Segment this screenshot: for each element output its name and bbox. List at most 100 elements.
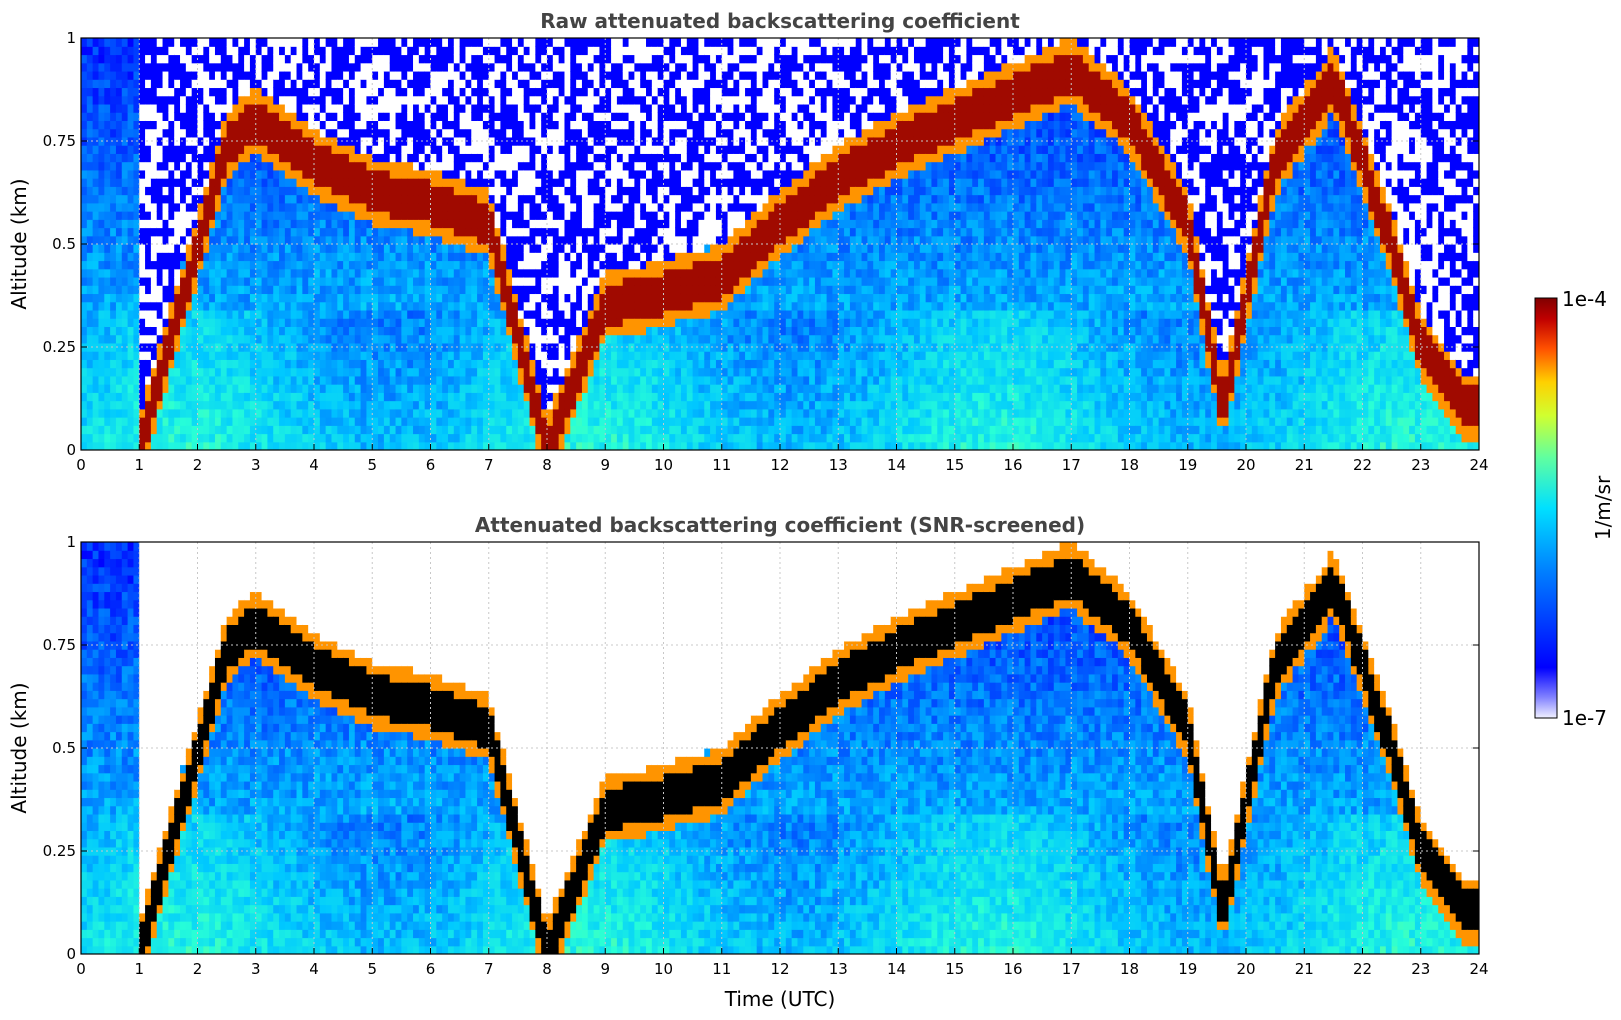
heatmap-cell <box>634 425 641 435</box>
heatmap-cell <box>81 153 88 163</box>
heatmap-cell <box>308 309 315 319</box>
heatmap-cell <box>325 219 333 229</box>
heatmap-cell <box>657 293 665 303</box>
heatmap-cell <box>372 252 379 262</box>
heatmap-cell <box>517 244 525 253</box>
heatmap-cell <box>354 227 362 237</box>
heatmap-cell <box>570 367 577 377</box>
heatmap-cell <box>459 244 467 253</box>
heatmap-cell <box>115 219 123 229</box>
heatmap-cell <box>302 441 309 450</box>
heatmap-cell <box>314 441 321 450</box>
heatmap-cell <box>209 309 216 319</box>
heatmap-cell <box>471 128 478 138</box>
heatmap-cell <box>372 285 379 295</box>
heatmap-cell <box>512 70 519 80</box>
heatmap-cell <box>477 276 484 286</box>
heatmap-cell <box>459 227 467 237</box>
heatmap-cell <box>401 351 408 360</box>
heatmap-cell <box>284 309 292 319</box>
heatmap-cell <box>308 145 315 154</box>
heatmap-cell <box>133 169 140 179</box>
heatmap-cell <box>529 285 536 295</box>
heatmap-cell <box>98 128 105 138</box>
heatmap-cell <box>314 375 321 385</box>
heatmap-cell <box>121 87 129 97</box>
heatmap-cell <box>558 244 566 253</box>
heatmap-cell <box>401 120 408 130</box>
heatmap-cell <box>279 433 286 443</box>
heatmap-cell <box>477 359 484 369</box>
heatmap-cell <box>244 309 251 319</box>
heatmap-cell <box>110 169 117 179</box>
heatmap-cell <box>92 194 100 204</box>
heatmap-cell <box>290 153 298 163</box>
heatmap-cell <box>634 103 641 113</box>
heatmap-cell <box>308 227 315 237</box>
heatmap-cell <box>395 87 402 97</box>
heatmap-cell <box>127 211 135 220</box>
heatmap-cell <box>290 400 298 410</box>
heatmap-cell <box>646 384 653 393</box>
heatmap-cell <box>284 392 292 402</box>
heatmap-cell <box>436 178 443 187</box>
heatmap-cell <box>308 441 315 450</box>
heatmap-cell <box>133 293 140 303</box>
heatmap-cell <box>308 62 315 72</box>
heatmap-cell <box>593 178 601 187</box>
heatmap-cell <box>279 46 286 56</box>
heatmap-cell <box>267 342 274 352</box>
heatmap-cell <box>395 227 402 237</box>
heatmap-cell <box>232 103 239 113</box>
heatmap-cell <box>174 268 181 278</box>
heatmap-cell <box>413 128 420 138</box>
heatmap-cell <box>407 95 414 105</box>
heatmap-cell <box>325 276 333 286</box>
heatmap-cell <box>529 112 536 121</box>
heatmap-cell <box>407 367 414 377</box>
heatmap-cell <box>628 235 635 245</box>
heatmap-cell <box>325 408 333 418</box>
heatmap-cell <box>296 441 303 450</box>
heatmap-cell <box>564 276 571 286</box>
heatmap-cell <box>465 367 472 377</box>
heatmap-cell <box>115 326 123 336</box>
heatmap-cell <box>523 202 531 212</box>
heatmap-cell <box>325 227 333 237</box>
heatmap-cell <box>453 38 461 47</box>
heatmap-cell <box>488 178 496 187</box>
heatmap-cell <box>494 260 501 270</box>
heatmap-cell <box>611 169 618 179</box>
heatmap-cell <box>92 425 100 435</box>
heatmap-cell <box>599 46 606 56</box>
heatmap-cell <box>255 342 263 352</box>
heatmap-cell <box>581 227 589 237</box>
heatmap-cell <box>599 425 606 435</box>
heatmap-cell <box>290 62 298 72</box>
heatmap-cell <box>605 235 612 245</box>
heatmap-cell <box>541 202 548 212</box>
heatmap-cell <box>657 359 665 369</box>
heatmap-cell <box>185 54 193 64</box>
heatmap-cell <box>372 87 379 97</box>
heatmap-cell <box>494 334 501 344</box>
heatmap-cell <box>570 186 577 196</box>
heatmap-cell <box>611 400 618 410</box>
heatmap-cell <box>214 62 222 72</box>
heatmap-cell <box>459 359 467 369</box>
heatmap-cell <box>110 70 117 80</box>
heatmap-cell <box>581 433 589 443</box>
heatmap-cell <box>535 268 542 278</box>
heatmap-cell <box>430 202 437 212</box>
heatmap-cell <box>92 161 100 171</box>
heatmap-cell <box>214 153 222 163</box>
heatmap-cell <box>447 62 455 72</box>
heatmap-cell <box>535 441 542 450</box>
heatmap-cell <box>209 219 216 229</box>
heatmap-cell <box>453 194 461 204</box>
heatmap-cell <box>110 293 117 303</box>
heatmap-cell <box>378 326 385 336</box>
heatmap-cell <box>651 301 659 311</box>
heatmap-cell <box>535 309 542 319</box>
heatmap-cell <box>203 417 210 426</box>
